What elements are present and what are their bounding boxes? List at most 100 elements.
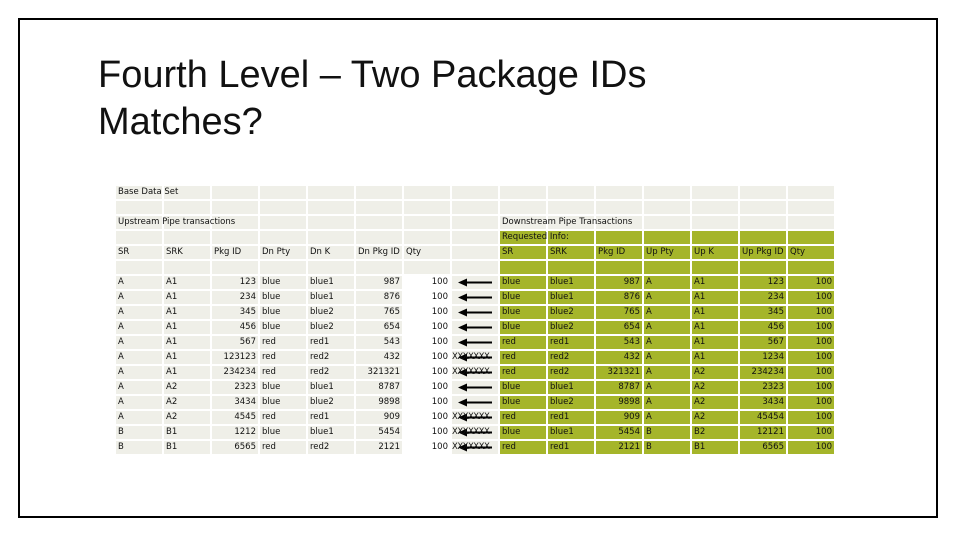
downstream-header: Up Pty [644, 246, 690, 259]
empty-cell [116, 231, 162, 244]
empty-cell [500, 261, 546, 274]
empty-cell [356, 231, 402, 244]
downstream-cell: red2 [548, 366, 594, 379]
empty-cell [116, 201, 162, 214]
upstream-cell: A [116, 396, 162, 409]
upstream-cell: red2 [308, 366, 354, 379]
upstream-cell: 2323 [212, 381, 258, 394]
upstream-cell: 100 [431, 442, 448, 452]
downstream-cell: 2121 [596, 441, 642, 454]
downstream-cell: red2 [548, 351, 594, 364]
empty-cell [740, 186, 786, 199]
empty-cell [260, 201, 306, 214]
upstream-cell: 100 [431, 277, 448, 287]
upstream-cell: red [260, 411, 306, 424]
downstream-cell: A1 [692, 336, 738, 349]
match-arrow-cell [452, 396, 498, 409]
downstream-cell: blue2 [548, 321, 594, 334]
downstream-header: SR [500, 246, 546, 259]
empty-cell [164, 186, 210, 199]
downstream-cell: red [500, 366, 546, 379]
upstream-cell: 6565 [212, 441, 258, 454]
empty-cell [788, 201, 834, 214]
match-arrow-cell [452, 291, 498, 304]
downstream-cell: 987 [596, 276, 642, 289]
arrow-left-icon [458, 353, 492, 362]
upstream-cell: 8787 [356, 381, 402, 394]
downstream-cell: A [644, 381, 690, 394]
upstream-cell: blue1 [308, 276, 354, 289]
upstream-cell: red [260, 351, 306, 364]
upstream-header: Qty [404, 246, 450, 259]
upstream-cell: 123 [212, 276, 258, 289]
empty-cell [644, 261, 690, 274]
downstream-cell: 345 [740, 306, 786, 319]
downstream-cell: blue1 [548, 291, 594, 304]
downstream-cell: red [500, 441, 546, 454]
upstream-cell: 4545 [212, 411, 258, 424]
upstream-cell: A [116, 321, 162, 334]
downstream-cell: red [500, 411, 546, 424]
empty-cell [356, 201, 402, 214]
no-match-marker: XXXXXXX [452, 412, 490, 422]
empty-cell [164, 216, 210, 229]
upstream-cell: red2 [308, 351, 354, 364]
base-data-set-label: Base Data Set [116, 186, 179, 199]
empty-cell [260, 261, 306, 274]
upstream-cell: 543 [356, 336, 402, 349]
upstream-cell: A [116, 291, 162, 304]
upstream-cell: blue2 [308, 306, 354, 319]
empty-cell [596, 186, 642, 199]
arrow-left-icon [458, 278, 492, 287]
upstream-cell: 876 [356, 291, 402, 304]
empty-cell [356, 186, 402, 199]
empty-cell [404, 186, 450, 199]
empty-cell [452, 246, 498, 259]
empty-cell [308, 186, 354, 199]
downstream-cell: 321321 [596, 366, 642, 379]
match-arrow-cell [452, 336, 498, 349]
arrow-left-icon [458, 308, 492, 317]
downstream-cell: 123 [740, 276, 786, 289]
upstream-cell: blue [260, 276, 306, 289]
downstream-cell: 654 [596, 321, 642, 334]
empty-cell [548, 201, 594, 214]
empty-cell [596, 201, 642, 214]
downstream-header: Pkg ID [596, 246, 642, 259]
empty-cell [548, 261, 594, 274]
downstream-cell: 100 [788, 276, 834, 289]
empty-cell [212, 261, 258, 274]
empty-cell [356, 216, 402, 229]
downstream-cell: A [644, 276, 690, 289]
upstream-cell: 234 [212, 291, 258, 304]
downstream-cell: 100 [788, 351, 834, 364]
downstream-cell: A1 [692, 306, 738, 319]
empty-cell [596, 216, 642, 229]
downstream-cell: A [644, 411, 690, 424]
upstream-cell: 100 [431, 427, 448, 437]
downstream-cell: 456 [740, 321, 786, 334]
empty-cell [308, 261, 354, 274]
downstream-cell: blue [500, 381, 546, 394]
upstream-cell: red1 [308, 411, 354, 424]
empty-cell [596, 231, 642, 244]
upstream-cell: 100 [431, 337, 448, 347]
upstream-cell: 654 [356, 321, 402, 334]
upstream-cell: blue [260, 291, 306, 304]
empty-cell [404, 216, 450, 229]
upstream-cell: A [116, 306, 162, 319]
match-arrow-cell [452, 306, 498, 319]
downstream-cell: 100 [788, 306, 834, 319]
upstream-cell: red [260, 336, 306, 349]
downstream-cell: A2 [692, 381, 738, 394]
upstream-cell: A1 [164, 276, 210, 289]
upstream-cell: 100 [431, 367, 448, 377]
arrow-left-icon [458, 368, 492, 377]
upstream-cell: A [116, 276, 162, 289]
downstream-cell: A1 [692, 321, 738, 334]
upstream-cell: 432 [356, 351, 402, 364]
empty-cell [260, 186, 306, 199]
arrow-left-icon [458, 383, 492, 392]
downstream-cell: 100 [788, 321, 834, 334]
downstream-cell: B2 [692, 426, 738, 439]
